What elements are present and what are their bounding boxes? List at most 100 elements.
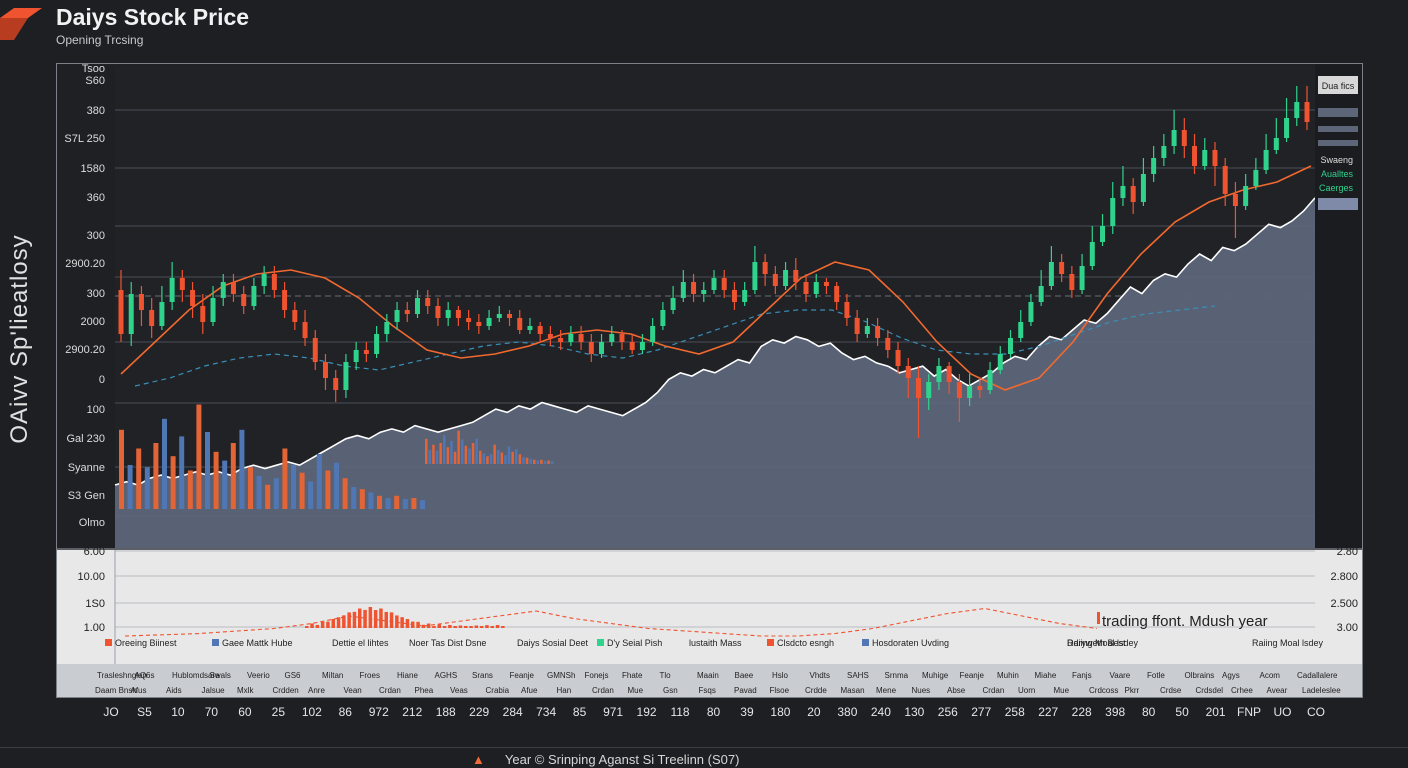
candle-body bbox=[568, 334, 574, 342]
volume-bar bbox=[511, 451, 514, 464]
legend-swatch bbox=[862, 639, 869, 646]
chart-title: Daiys Stock Price bbox=[56, 4, 250, 30]
candle-body bbox=[1232, 194, 1238, 206]
x-tick-label: 70 bbox=[204, 705, 219, 719]
x-tick-label: 229 bbox=[469, 705, 490, 719]
volume-bar bbox=[153, 443, 159, 509]
candle-body bbox=[445, 310, 451, 318]
volume-bar bbox=[471, 443, 475, 464]
candle-body bbox=[547, 334, 553, 338]
legend-label: Gaee Mattk Hube bbox=[222, 638, 293, 648]
lower-volume-bar bbox=[405, 619, 410, 628]
y-tick-label: S60 bbox=[85, 75, 105, 87]
right-panel-bar bbox=[1318, 108, 1358, 117]
table-cell: Abse bbox=[947, 686, 966, 695]
lower-volume-bar bbox=[352, 611, 357, 628]
volume-bar bbox=[385, 498, 391, 509]
x-tick-label: 240 bbox=[870, 705, 891, 719]
volume-bar bbox=[497, 450, 500, 464]
volume-bar bbox=[316, 454, 322, 509]
lower-volume-bar bbox=[310, 623, 314, 628]
candle-body bbox=[813, 282, 819, 294]
table-bg bbox=[57, 664, 1362, 697]
candle-body bbox=[926, 382, 932, 398]
volume-bar bbox=[299, 472, 305, 509]
volume-bar bbox=[127, 465, 133, 509]
table-cell: Mene bbox=[876, 686, 897, 695]
volume-bar bbox=[547, 460, 550, 464]
volume-bar bbox=[256, 476, 262, 509]
footer-caption: ▲ Year © Srinping Aganst Si Treelinn (S07… bbox=[472, 752, 739, 767]
candle-body bbox=[435, 306, 441, 318]
table-cell: Olbrains bbox=[1185, 671, 1215, 680]
table-cell: Feanje bbox=[960, 671, 985, 680]
table-cell: Froes bbox=[360, 671, 380, 680]
candle-body bbox=[721, 278, 727, 290]
candle-body bbox=[312, 338, 318, 362]
volume-bar bbox=[515, 449, 518, 464]
x-tick-label: 228 bbox=[1071, 705, 1092, 719]
volume-bar bbox=[187, 470, 193, 509]
volume-bar bbox=[522, 457, 525, 464]
volume-bar bbox=[435, 450, 439, 464]
volume-bar bbox=[529, 458, 532, 464]
candle-body bbox=[895, 350, 901, 366]
candle-body bbox=[1079, 266, 1085, 290]
x-tick-label: JO bbox=[103, 705, 119, 719]
legend-label: Clsdcto esngh bbox=[777, 638, 834, 648]
candle-body bbox=[466, 318, 472, 322]
candle-body bbox=[159, 302, 165, 326]
lower-volume-bar bbox=[416, 621, 420, 628]
table-cell: Crdan bbox=[592, 686, 614, 695]
table-cell: Muhige bbox=[922, 671, 949, 680]
candle-body bbox=[333, 378, 339, 390]
table-cell: Afus bbox=[131, 686, 147, 695]
table-cell: Hslo bbox=[772, 671, 789, 680]
candle-body bbox=[1202, 150, 1208, 166]
y-tick-label: 300 bbox=[87, 288, 105, 300]
candle-body bbox=[946, 366, 952, 382]
legend-swatch bbox=[212, 639, 219, 646]
lower-volume-bar bbox=[458, 625, 463, 628]
legend-swatch bbox=[105, 639, 112, 646]
candle-body bbox=[1100, 226, 1106, 242]
candle-body bbox=[691, 282, 697, 294]
volume-bar bbox=[136, 448, 142, 509]
legend-swatch bbox=[767, 639, 774, 646]
volume-bar bbox=[425, 438, 428, 464]
right-panel-bar bbox=[1318, 140, 1358, 146]
volume-bar bbox=[432, 444, 435, 464]
x-tick-label: 201 bbox=[1205, 705, 1226, 719]
lower-volume-bar bbox=[442, 626, 447, 628]
candle-body bbox=[1284, 118, 1290, 138]
table-cell: Afue bbox=[521, 686, 538, 695]
candle-body bbox=[731, 290, 737, 302]
table-cell: Vean bbox=[344, 686, 362, 695]
table-cell: Nues bbox=[912, 686, 931, 695]
x-tick-label: 398 bbox=[1105, 705, 1126, 719]
candle-body bbox=[680, 282, 686, 298]
candle-body bbox=[1110, 198, 1116, 226]
candle-body bbox=[261, 274, 267, 286]
candle-body bbox=[507, 314, 513, 318]
table-cell: Pavad bbox=[734, 686, 757, 695]
volume-bar bbox=[342, 478, 348, 509]
table-cell: Crdan bbox=[379, 686, 401, 695]
legend-label: Hosdoraten Uvding bbox=[872, 638, 949, 648]
footer-divider bbox=[0, 747, 1408, 748]
volume-bar bbox=[504, 455, 507, 464]
right-panel-item: Swaeng bbox=[1320, 155, 1353, 165]
volume-bar bbox=[230, 443, 236, 509]
candle-body bbox=[588, 342, 594, 354]
volume-bar bbox=[518, 454, 522, 464]
table-cell: Mue bbox=[1054, 686, 1070, 695]
candle-body bbox=[609, 334, 615, 342]
lower-volume-bar bbox=[432, 626, 436, 628]
lower-volume-bar bbox=[400, 617, 404, 628]
legend-label: Oreeing Biinest bbox=[115, 638, 177, 648]
candle-body bbox=[742, 290, 748, 302]
legend-label: D'y Seial Pish bbox=[607, 638, 662, 648]
lower-volume-bar bbox=[358, 608, 362, 628]
lower-volume-bar bbox=[448, 624, 452, 628]
